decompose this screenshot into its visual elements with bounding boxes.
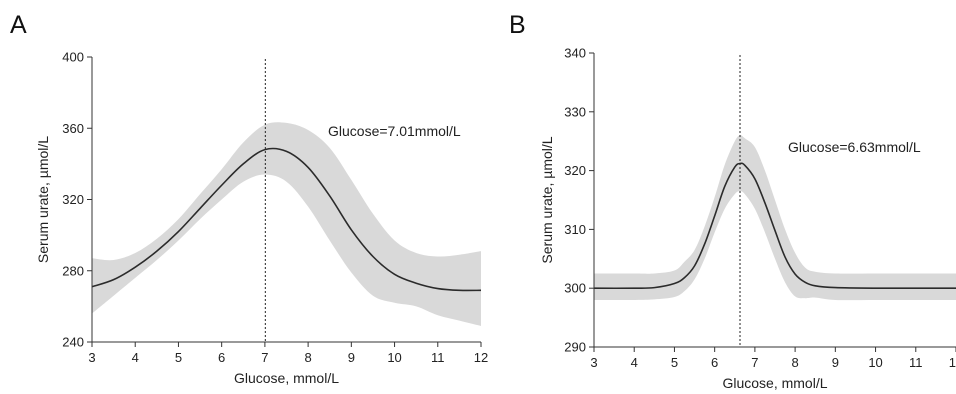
chart-panel-b: B 290 300 310 320 330 340 3 4 5 6 7 8 9 10 11 12 Glucose,… [509,11,956,391]
y-tick-label: 360 [62,121,84,136]
x-tick-label: 9 [832,355,839,370]
x-axis-title: Glucose, mmol/L [234,370,339,386]
x-tick-label: 3 [590,355,597,370]
confidence-band [92,122,481,326]
x-tick-label: 4 [132,350,139,365]
confidence-band [594,135,956,301]
y-tick-label: 310 [564,222,586,237]
fitted-curve [91,147,482,292]
y-axis-title: Serum urate, µmol/L [35,136,51,263]
x-tick-label: 12 [474,350,488,365]
x-tick-label: 9 [348,350,355,365]
y-tick-label: 330 [564,104,586,119]
x-tick-label: 3 [88,350,95,365]
x-tick-label: 7 [751,355,758,370]
x-tick-label: 7 [261,350,268,365]
x-tick-label: 8 [304,350,311,365]
y-tick-label: 290 [564,340,586,355]
y-tick-label: 300 [564,281,586,296]
x-tick-label: 10 [868,355,882,370]
x-tick-label: 11 [909,355,923,370]
y-tick-label: 240 [62,335,84,350]
x-tick-label: 8 [791,355,798,370]
x-tick-label: 5 [175,350,182,365]
x-axis-title: Glucose, mmol/L [722,375,827,391]
fitted-curve [593,162,956,290]
x-tick-label: 11 [431,350,445,365]
y-tick-label: 340 [564,46,586,61]
chart-panel-a: A 240 280 320 360 400 3 4 5 6 7 8 9 10 11 12 Glucose, mm… [10,11,488,386]
threshold-annotation: Glucose=6.63mmol/L [788,139,921,155]
x-tick-label: 12 [949,355,956,370]
x-tick-label: 5 [671,355,678,370]
panel-label: A [10,11,27,39]
y-tick-label: 280 [62,263,84,278]
y-tick-label: 320 [564,163,586,178]
x-tick-label: 10 [387,350,401,365]
y-axis-title: Serum urate, µmol/L [539,136,555,263]
y-tick-label: 400 [62,50,84,65]
x-tick-label: 6 [711,355,718,370]
threshold-annotation: Glucose=7.01mmol/L [328,123,461,139]
panel-label: B [509,11,526,39]
y-tick-label: 320 [62,192,84,207]
x-tick-label: 4 [631,355,638,370]
x-tick-label: 6 [218,350,225,365]
